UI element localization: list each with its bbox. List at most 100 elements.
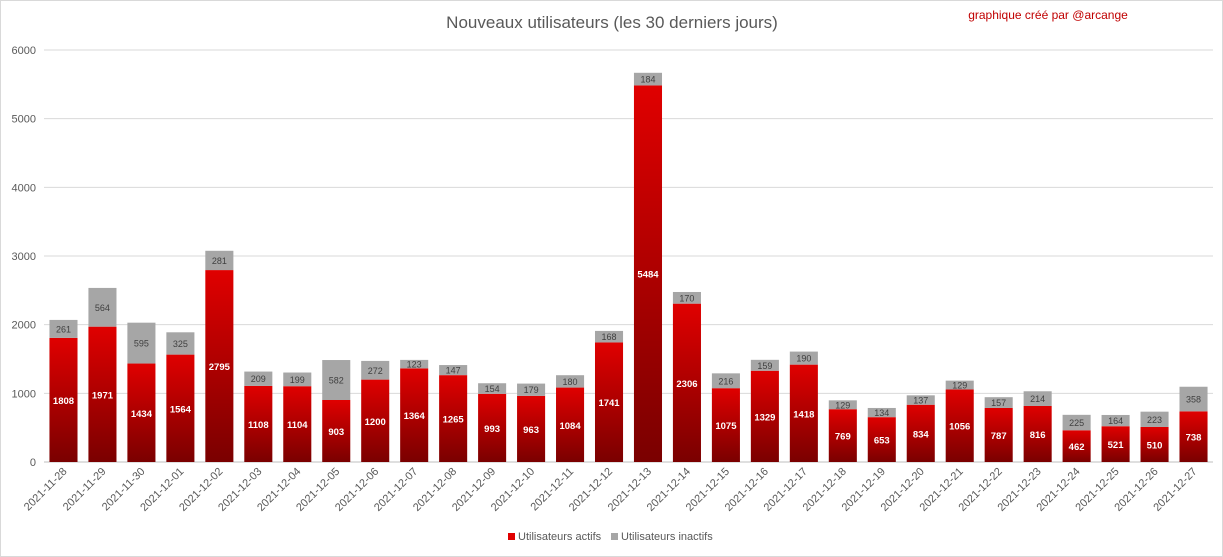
- data-label-inactive: 129: [835, 400, 850, 410]
- data-label-inactive: 209: [251, 374, 266, 384]
- data-label-active: 834: [913, 429, 930, 440]
- bar-inactive: [867, 407, 896, 418]
- bar-active: [283, 386, 312, 462]
- data-label-inactive: 595: [134, 339, 149, 349]
- bar-inactive: [127, 322, 156, 364]
- y-tick-label: 1000: [12, 388, 36, 400]
- bar-inactive: [166, 332, 195, 355]
- legend-swatch-active: [508, 533, 515, 540]
- data-label-active: 1971: [92, 390, 114, 401]
- bar-inactive: [711, 373, 740, 389]
- bar-active: [1179, 411, 1208, 462]
- data-label-active: 963: [523, 425, 539, 436]
- bar-inactive: [1140, 411, 1169, 427]
- bar-active: [1140, 426, 1169, 462]
- data-label-inactive: 179: [524, 385, 539, 395]
- data-label-inactive: 134: [874, 408, 889, 418]
- bar-active: [439, 375, 468, 462]
- bar-inactive: [594, 330, 624, 343]
- data-label-inactive: 170: [679, 293, 694, 303]
- data-label-active: 816: [1030, 430, 1046, 441]
- bar-inactive: [1179, 386, 1208, 412]
- bar-inactive: [205, 250, 234, 271]
- data-label-active: 1741: [598, 398, 620, 409]
- bar-active: [1101, 426, 1130, 462]
- data-label-active: 1075: [715, 421, 737, 432]
- y-tick-label: 2000: [12, 320, 36, 332]
- bar-inactive: [633, 72, 663, 86]
- chart-credit: graphique créé par @arcange: [968, 8, 1128, 22]
- data-label-active: 521: [1108, 440, 1125, 451]
- data-label-inactive: 180: [563, 377, 578, 387]
- data-label-inactive: 261: [56, 324, 71, 334]
- bar-active: [127, 363, 156, 462]
- bar-inactive: [789, 351, 818, 365]
- bar-inactive: [244, 371, 273, 386]
- bar-inactive: [439, 365, 468, 376]
- y-tick-label: 4000: [12, 182, 36, 194]
- data-label-inactive: 157: [991, 398, 1006, 408]
- data-label-active: 2795: [209, 362, 231, 373]
- bar-active: [750, 370, 779, 462]
- x-axis: 2021-11-282021-11-292021-11-302021-12-01…: [22, 466, 1200, 514]
- data-label-active: 1329: [754, 412, 775, 423]
- data-label-inactive: 281: [212, 256, 227, 266]
- data-label-active: 903: [328, 427, 344, 438]
- bar-inactive: [828, 400, 857, 410]
- bar-inactive: [1062, 414, 1091, 431]
- data-label-inactive: 154: [485, 384, 500, 394]
- data-label-active: 993: [484, 424, 500, 435]
- data-label-active: 2306: [676, 379, 697, 390]
- bar-inactive: [88, 287, 117, 327]
- bar-inactive: [400, 359, 429, 369]
- bar-active: [594, 342, 624, 462]
- data-label-inactive: 137: [913, 396, 928, 406]
- bar-active: [166, 354, 195, 462]
- data-label-active: 1104: [287, 420, 308, 431]
- bars: 1808 261 1971 564 1434 595 1564 325 2795 281 1108 2…: [49, 72, 1208, 462]
- data-label-inactive: 225: [1069, 418, 1084, 428]
- bar-active: [88, 326, 117, 462]
- bar-active: [1062, 430, 1091, 462]
- bar-active: [1023, 405, 1052, 462]
- bar-active: [322, 399, 351, 462]
- bar-active: [556, 387, 585, 462]
- bar-active: [828, 409, 857, 462]
- bar-inactive: [556, 375, 585, 388]
- bar-active: [478, 393, 507, 462]
- bar-active: [945, 389, 974, 462]
- bar-inactive: [49, 319, 78, 338]
- bar-active: [906, 404, 935, 462]
- bar-active: [49, 337, 78, 462]
- data-label-active: 1418: [793, 409, 814, 420]
- bar-active: [711, 388, 740, 462]
- data-label-inactive: 190: [796, 354, 811, 364]
- data-label-inactive: 123: [407, 360, 422, 370]
- bar-active: [205, 270, 234, 462]
- bar-active: [984, 407, 1013, 462]
- data-label-inactive: 564: [95, 303, 110, 313]
- legend-label-active: Utilisateurs actifs: [518, 531, 602, 543]
- data-label-inactive: 325: [173, 339, 188, 349]
- data-label-active: 769: [835, 432, 851, 443]
- bar-inactive: [322, 360, 351, 400]
- y-tick-label: 6000: [12, 45, 36, 57]
- data-label-active: 1564: [170, 404, 192, 415]
- data-label-active: 462: [1069, 442, 1085, 453]
- data-label-active: 787: [991, 431, 1007, 442]
- data-label-active: 510: [1147, 440, 1163, 451]
- y-axis: 0 1000 2000 3000 4000 5000 6000: [12, 45, 36, 469]
- bar-active: [400, 368, 429, 462]
- bar-inactive: [1101, 414, 1130, 427]
- data-label-inactive: 147: [446, 366, 461, 376]
- bar-inactive: [1023, 391, 1052, 406]
- bar-active: [789, 364, 818, 462]
- data-label-active: 1808: [53, 396, 74, 407]
- data-label-inactive: 184: [640, 75, 655, 85]
- data-label-inactive: 159: [757, 361, 772, 371]
- gridlines: [44, 49, 1213, 463]
- bar-inactive: [478, 383, 507, 394]
- data-label-active: 738: [1186, 433, 1202, 444]
- data-label-active: 5484: [637, 270, 659, 281]
